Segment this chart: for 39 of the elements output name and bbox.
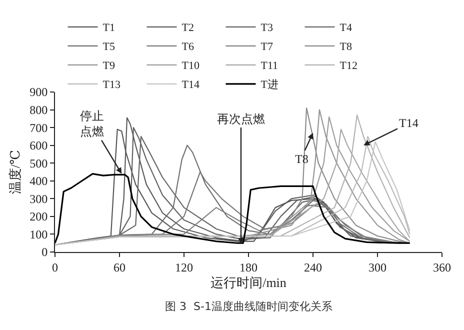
- y-tick-label: 500: [30, 156, 48, 170]
- x-axis-title: 运行时间/min: [210, 275, 287, 290]
- legend-label: T7: [260, 41, 274, 54]
- y-tick-label: 900: [30, 85, 48, 100]
- annotation: 停止点燃: [80, 109, 104, 139]
- y-tick-label: 300: [30, 192, 48, 206]
- legend-label: T2: [182, 22, 194, 34]
- legend-label: T6: [182, 41, 194, 54]
- legend-label: T进: [260, 78, 278, 92]
- caption: 图 3 S-1温度曲线随时间变化关系: [165, 300, 332, 313]
- annotation: T8: [295, 152, 308, 166]
- annotation: T14: [399, 116, 418, 130]
- legend-label: T5: [102, 41, 116, 54]
- y-tick-label: 100: [30, 227, 48, 242]
- legend-label: T13: [102, 79, 121, 92]
- y-tick-label: 0: [42, 245, 48, 260]
- legend-label: T8: [340, 41, 352, 54]
- legend-label: T4: [340, 22, 352, 34]
- legend-label: T1: [102, 22, 115, 34]
- annotation: 再次点燃: [217, 112, 265, 126]
- legend-label: T14: [182, 79, 200, 92]
- x-tick-label: 300: [368, 260, 386, 274]
- x-tick-label: 60: [114, 260, 126, 274]
- y-tick-label: 200: [30, 210, 48, 224]
- legend-label: T3: [260, 22, 274, 34]
- y-tick-label: 600: [30, 138, 48, 153]
- x-tick-label: 360: [433, 260, 451, 274]
- x-tick-label: 180: [240, 260, 258, 274]
- legend-label: T10: [182, 60, 200, 72]
- y-tick-label: 800: [30, 102, 48, 117]
- x-tick-label: 0: [52, 260, 58, 274]
- y-tick-label: 400: [30, 174, 48, 188]
- legend-label: T11: [260, 60, 278, 72]
- legend-label: T12: [340, 60, 358, 72]
- y-tick-label: 700: [30, 120, 48, 135]
- x-tick-label: 120: [175, 260, 193, 274]
- y-axis-title: 温度/℃: [8, 150, 23, 194]
- legend-label: T9: [102, 60, 116, 72]
- x-tick-label: 240: [304, 260, 322, 274]
